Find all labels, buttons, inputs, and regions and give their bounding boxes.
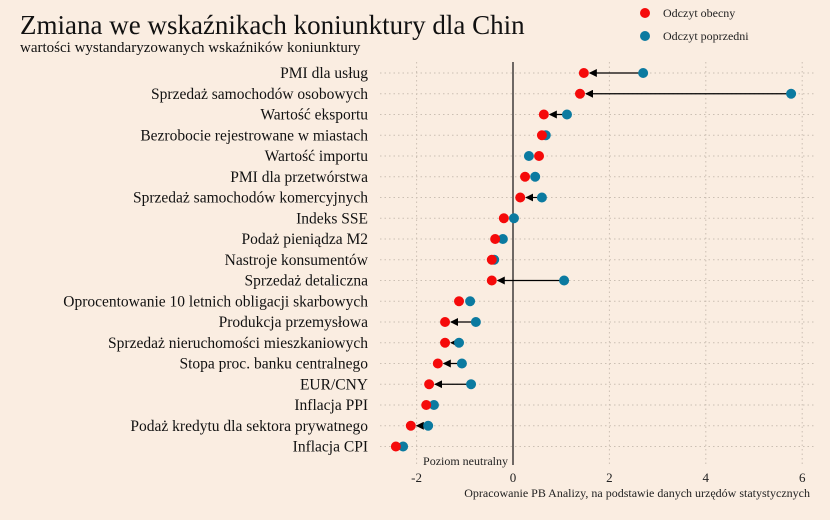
- current-value-dot: [538, 109, 549, 120]
- legend-label: Odczyt poprzedni: [663, 29, 749, 43]
- category-label: Sprzedaż detaliczna: [245, 273, 369, 290]
- previous-value-dot: [497, 234, 508, 244]
- previous-value-dot: [536, 192, 547, 203]
- category-label: Podaż kredytu dla sektora prywatnego: [130, 418, 368, 435]
- previous-value-dot: [423, 420, 434, 431]
- current-value-dot: [486, 254, 497, 265]
- category-label: Wartość importu: [265, 148, 369, 165]
- previous-value-dot: [559, 275, 570, 286]
- category-label: Inflacja PPI: [294, 397, 368, 414]
- source-note: Opracowanie PB Analizy, na podstawie dan…: [464, 486, 810, 500]
- category-label: Oprocentowanie 10 letnich obligacji skar…: [63, 293, 368, 310]
- category-label: EUR/CNY: [300, 376, 368, 393]
- category-label: Inflacja CPI: [293, 439, 368, 456]
- x-tick-label: 2: [606, 470, 613, 485]
- category-label: Bezrobocie rejestrowane w miastach: [140, 127, 368, 144]
- legend-marker: [640, 31, 650, 41]
- previous-value-dot: [530, 171, 541, 182]
- x-tick-label: 0: [510, 470, 517, 485]
- legend-label: Odczyt obecny: [663, 6, 735, 20]
- current-value-dot: [515, 192, 526, 203]
- previous-value-dot: [456, 358, 467, 369]
- current-value-dot: [421, 400, 432, 410]
- category-label: Indeks SSE: [296, 210, 368, 227]
- legend-marker: [640, 8, 650, 18]
- category-label: Sprzedaż samochodów komercyjnych: [133, 190, 368, 207]
- category-label: Produkcja przemysłowa: [219, 314, 368, 331]
- current-value-dot: [424, 379, 435, 390]
- category-label: PMI dla przetwórstwa: [230, 169, 368, 186]
- current-value-dot: [440, 337, 451, 348]
- previous-value-dot: [470, 317, 481, 327]
- previous-value-dot: [523, 151, 534, 161]
- previous-value-dot: [398, 441, 409, 452]
- current-value-dot: [432, 358, 443, 369]
- current-value-dot: [454, 296, 465, 307]
- current-value-dot: [578, 68, 589, 78]
- previous-value-dot: [786, 88, 797, 99]
- category-label: Podaż pieniądza M2: [241, 231, 368, 248]
- zero-label: Poziom neutralny: [423, 454, 508, 468]
- current-value-dot: [440, 317, 451, 327]
- chart-title: Zmiana we wskaźnikach koniunktury dla Ch…: [20, 10, 525, 40]
- current-value-dot: [405, 420, 416, 431]
- current-value-dot: [490, 234, 501, 244]
- x-tick-label: -2: [411, 470, 422, 485]
- current-value-dot: [520, 171, 531, 182]
- x-tick-label: 6: [799, 470, 806, 485]
- category-label: PMI dla usług: [280, 65, 368, 82]
- chart-subtitle: wartości wystandaryzowanych wskaźników k…: [20, 40, 361, 56]
- current-value-dot: [486, 275, 497, 286]
- previous-value-dot: [428, 400, 439, 410]
- current-value-dot: [498, 213, 509, 224]
- current-value-dot: [390, 441, 401, 452]
- current-value-dot: [534, 151, 545, 161]
- current-value-dot: [536, 130, 547, 141]
- previous-value-dot: [454, 337, 465, 348]
- previous-value-dot: [508, 213, 519, 224]
- category-label: Nastroje konsumentów: [225, 252, 369, 269]
- category-label: Stopa proc. banku centralnego: [179, 356, 368, 373]
- previous-value-dot: [561, 109, 572, 120]
- current-value-dot: [574, 88, 585, 99]
- previous-value-dot: [465, 296, 476, 307]
- category-label: Sprzedaż nieruchomości mieszkaniowych: [108, 335, 368, 352]
- category-label: Sprzedaż samochodów osobowych: [151, 86, 368, 103]
- x-tick-label: 4: [703, 470, 710, 485]
- previous-value-dot: [638, 68, 649, 78]
- category-label: Wartość eksportu: [260, 107, 368, 124]
- previous-value-dot: [466, 379, 477, 390]
